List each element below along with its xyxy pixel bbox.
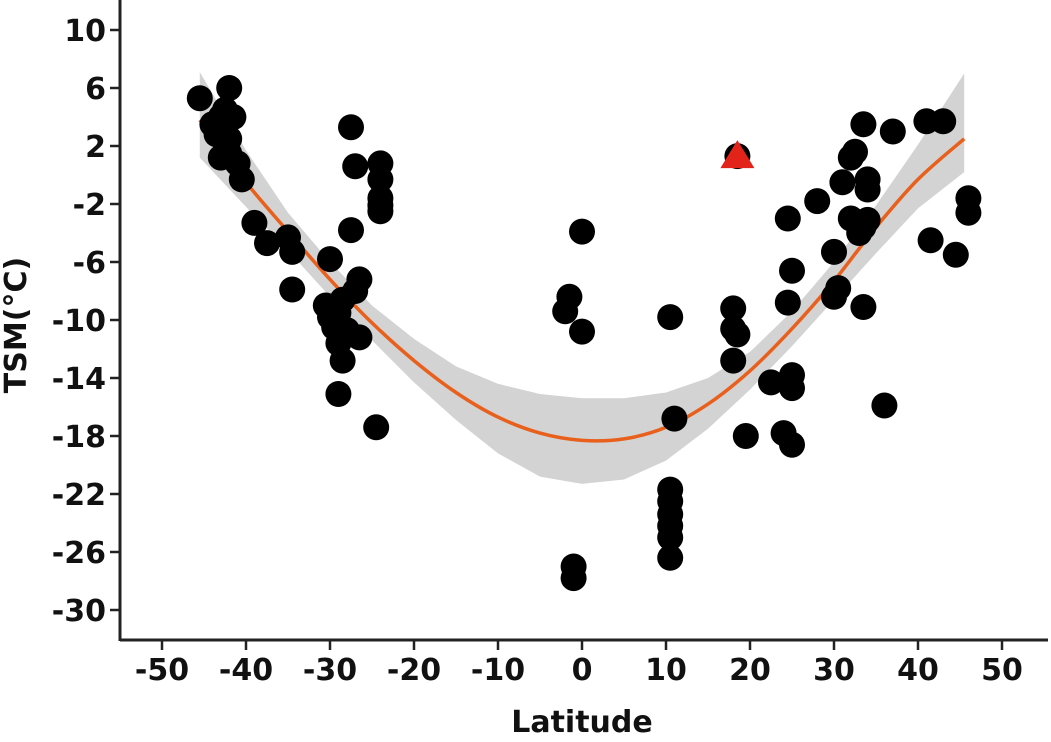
data-point	[346, 266, 373, 293]
y-tick-label: -6	[73, 246, 106, 281]
data-point	[569, 218, 595, 245]
data-point	[854, 176, 881, 203]
y-tick-label: -14	[52, 362, 106, 397]
data-point	[879, 118, 906, 145]
data-point	[216, 140, 243, 167]
x-tick-label: -30	[303, 653, 357, 688]
data-point	[871, 392, 898, 419]
y-axis-label: TSM(°C)	[0, 257, 34, 393]
data-point	[254, 230, 280, 257]
data-point	[661, 405, 688, 432]
data-point	[342, 153, 369, 180]
y-tick-label: -26	[52, 536, 106, 571]
data-point	[186, 85, 213, 112]
data-point	[657, 544, 684, 571]
x-ticks: -50 -40 -30 -20 -10 0 10 20 30 40 50	[135, 640, 1023, 688]
x-tick-label: -40	[219, 653, 273, 688]
data-point	[363, 414, 390, 441]
data-point	[917, 227, 944, 254]
highlight-triangle	[720, 140, 755, 169]
data-point	[338, 114, 364, 141]
data-point	[774, 289, 801, 316]
data-point	[329, 347, 356, 374]
data-point	[720, 295, 747, 322]
data-point	[317, 246, 343, 273]
y-tick-label: -2	[73, 188, 106, 223]
data-point	[724, 321, 751, 348]
x-tick-label: 40	[897, 653, 939, 688]
data-point	[560, 565, 587, 592]
data-point	[942, 241, 969, 268]
x-tick-label: 30	[813, 653, 855, 688]
data-point	[850, 111, 877, 138]
x-tick-label: -20	[387, 653, 441, 688]
data-point	[657, 304, 684, 331]
data-point	[338, 217, 364, 244]
data-point	[850, 214, 877, 241]
y-tick-label: -30	[52, 594, 106, 629]
data-point	[228, 166, 255, 193]
data-point	[367, 198, 394, 225]
data-point	[732, 423, 759, 449]
data-point	[552, 298, 579, 325]
data-point	[216, 75, 243, 101]
data-point	[569, 318, 595, 345]
data-point	[930, 108, 957, 135]
data-point	[829, 169, 856, 196]
confidence-band-layer	[199, 72, 965, 484]
data-point	[842, 138, 868, 165]
data-point	[779, 431, 805, 458]
data-point	[850, 294, 877, 320]
x-tick-label: -50	[135, 653, 189, 688]
data-point	[774, 205, 801, 232]
data-point	[821, 238, 847, 265]
y-ticks: 10 6 2 -2 -6 -10 -14 -18 -22 -26 -30	[52, 14, 120, 629]
x-tick-label: 50	[981, 653, 1023, 688]
data-point	[367, 166, 394, 193]
data-point	[758, 369, 784, 396]
data-point	[804, 188, 831, 215]
y-tick-label: -18	[52, 420, 106, 455]
data-point	[955, 199, 982, 226]
data-point	[825, 275, 852, 302]
data-point	[779, 257, 805, 284]
x-tick-label: -10	[471, 653, 525, 688]
x-tick-label: 0	[572, 653, 593, 688]
data-point	[279, 276, 306, 303]
data-point	[346, 324, 373, 351]
y-tick-label: 6	[85, 72, 106, 107]
data-point	[325, 381, 352, 407]
data-point	[720, 347, 747, 374]
confidence-band	[199, 72, 965, 484]
data-point	[279, 238, 306, 265]
y-tick-label: 10	[64, 14, 106, 49]
y-tick-label: -10	[52, 304, 106, 339]
data-point	[241, 209, 268, 236]
y-tick-label: 2	[85, 130, 106, 165]
points-layer	[186, 75, 982, 592]
x-tick-label: 10	[645, 653, 687, 688]
data-point	[657, 524, 684, 551]
y-tick-label: -22	[52, 478, 106, 513]
data-point	[779, 375, 805, 402]
highlight-layer	[720, 140, 755, 169]
x-axis-label: Latitude	[511, 705, 653, 740]
x-tick-label: 20	[729, 653, 771, 688]
data-point	[220, 104, 247, 130]
